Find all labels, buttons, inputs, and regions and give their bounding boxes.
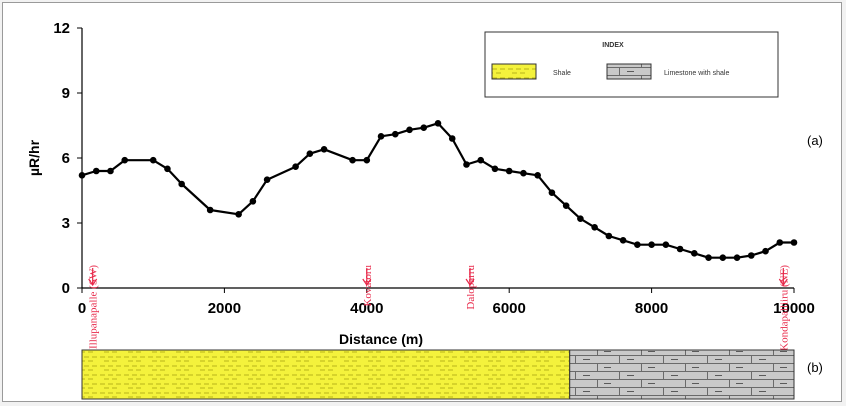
panel-label-a: (a) (807, 133, 823, 148)
location-label: Daloparru (465, 265, 477, 310)
data-point (562, 202, 570, 209)
data-point (92, 167, 100, 175)
legend-swatch-limestone (606, 63, 652, 80)
x-tick-label: 8000 (635, 300, 668, 317)
data-point (534, 172, 541, 179)
data-point (719, 254, 727, 261)
data-point (776, 239, 784, 246)
y-tick-label: 6 (62, 150, 70, 167)
location-marker: Kovatoru (362, 265, 374, 307)
lithology-limestone (569, 349, 795, 400)
data-point (420, 124, 428, 131)
location-marker: Illupanapalle (SW) (88, 265, 100, 349)
legend-label-limestone: Limestone with shale (664, 70, 729, 77)
series-line (80, 122, 796, 259)
data-point (577, 215, 584, 222)
radiometric-profile-chart: 0 2000 4000 6000 8000 10000 0 3 6 9 12 Distance (m… (26, 20, 823, 400)
data-point (691, 250, 698, 257)
legend-title: INDEX (602, 42, 624, 49)
data-point (463, 161, 470, 168)
location-label: Kondapalliiru (NE) (778, 265, 790, 351)
data-point (705, 254, 712, 261)
location-marker: Daloparru (465, 265, 477, 310)
data-point (235, 211, 242, 218)
location-label: Illupanapalle (SW) (88, 265, 100, 349)
data-point (676, 245, 684, 253)
data-point (733, 254, 741, 261)
location-label: Kovatoru (362, 265, 374, 307)
data-point (178, 180, 185, 188)
data-point (619, 237, 627, 244)
data-point (292, 163, 299, 170)
x-tick-label: 10000 (773, 300, 815, 317)
data-point (164, 165, 171, 173)
x-tick-label: 6000 (493, 300, 526, 317)
data-point (377, 133, 385, 140)
location-arrow-head (362, 278, 372, 287)
data-point (548, 189, 556, 196)
data-point (505, 167, 513, 175)
x-tick-label: 2000 (208, 300, 241, 317)
location-arrow-head (465, 278, 475, 287)
data-point (648, 241, 655, 248)
data-point (605, 232, 613, 240)
figure-frame: 0 2000 4000 6000 8000 10000 0 3 6 9 12 Distance (m… (2, 2, 842, 402)
legend-swatch-shale (491, 63, 537, 80)
data-point (634, 241, 641, 248)
data-point (391, 130, 399, 138)
data-point (349, 156, 356, 164)
legend-label-shale: Shale (553, 70, 571, 77)
data-point (320, 146, 328, 153)
location-arrow-head (88, 278, 98, 287)
data-point (520, 169, 527, 177)
data-point (149, 156, 157, 164)
data-point (78, 172, 86, 179)
data-point (477, 156, 485, 164)
data-point (762, 247, 769, 255)
y-tick-label: 9 (62, 85, 70, 102)
data-point (406, 126, 413, 134)
data-point (306, 150, 314, 157)
data-point (591, 224, 598, 231)
x-tick-label: 0 (78, 300, 86, 317)
data-point (790, 239, 798, 246)
data-point (363, 156, 371, 164)
y-axis-title: µR/hr (26, 139, 42, 176)
location-marker: Kondapalliiru (NE) (778, 265, 790, 351)
data-point (249, 198, 257, 205)
y-tick-label: 0 (62, 280, 70, 297)
y-tick-label: 3 (62, 215, 70, 232)
data-point (121, 156, 129, 164)
location-arrow-head (778, 278, 788, 287)
lithology-shale (81, 349, 571, 400)
data-point (107, 167, 114, 175)
data-point (263, 176, 271, 183)
data-point (491, 165, 499, 173)
data-point (434, 120, 442, 127)
data-point (747, 252, 755, 259)
panel-label-b: (b) (807, 360, 823, 375)
data-point (448, 135, 456, 142)
data-point (206, 206, 214, 214)
legend: INDEX Shale Limestone with shale (484, 31, 779, 98)
x-axis-title: Distance (m) (339, 331, 423, 347)
y-tick-label: 12 (53, 20, 70, 37)
x-tick-label: 4000 (350, 300, 383, 317)
data-point (662, 241, 670, 248)
